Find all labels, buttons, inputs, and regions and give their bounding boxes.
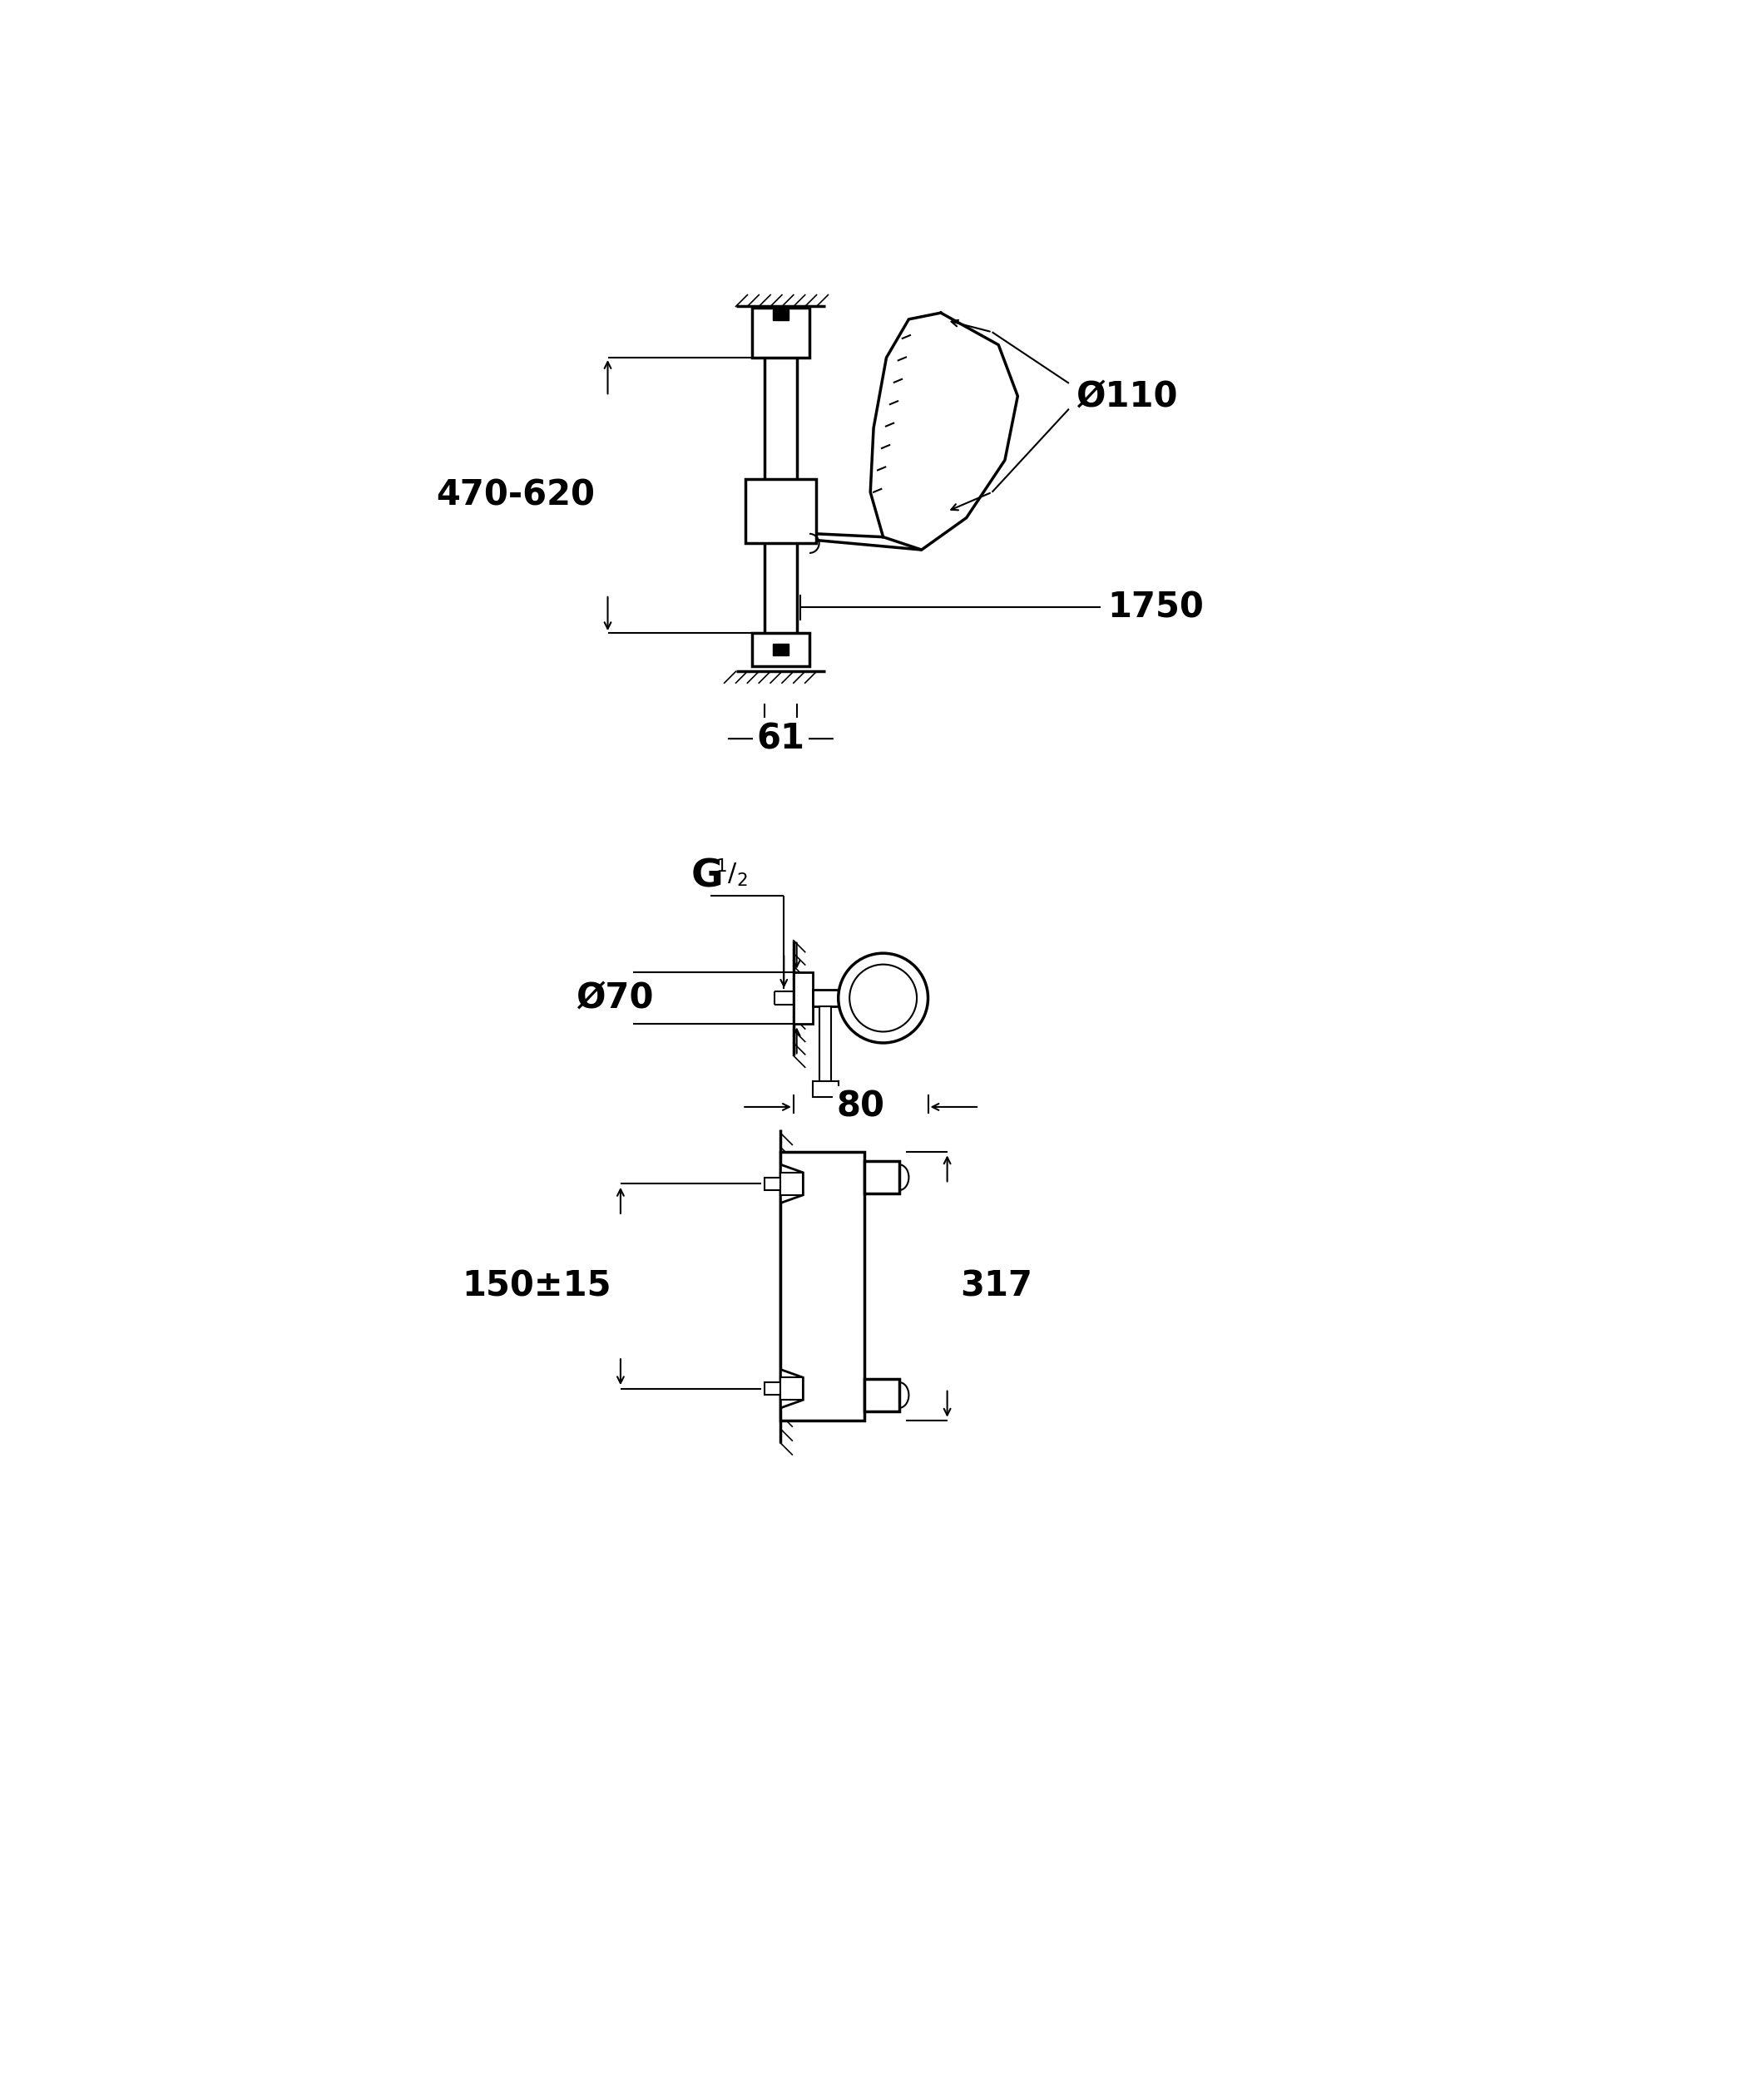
Bar <box>773 645 788 655</box>
Bar <box>781 1378 802 1401</box>
Bar <box>773 309 788 321</box>
Bar <box>745 479 816 544</box>
Text: Ø110: Ø110 <box>1076 378 1177 414</box>
Text: 470-620: 470-620 <box>436 479 596 512</box>
Text: Ø70: Ø70 <box>576 981 653 1016</box>
Text: $^1/_2$: $^1/_2$ <box>715 857 748 888</box>
Bar <box>813 989 837 1006</box>
Bar <box>781 1151 864 1422</box>
Polygon shape <box>781 1369 802 1407</box>
Bar <box>764 1178 781 1191</box>
Bar <box>752 632 809 666</box>
Bar <box>864 1161 899 1193</box>
Text: 317: 317 <box>960 1268 1032 1304</box>
Bar <box>820 1006 830 1082</box>
Circle shape <box>850 964 916 1031</box>
Text: 1750: 1750 <box>1107 590 1204 626</box>
Circle shape <box>837 953 929 1044</box>
Bar <box>794 972 813 1023</box>
Bar <box>813 1082 837 1098</box>
Text: G: G <box>690 859 724 895</box>
Text: 61: 61 <box>757 720 804 756</box>
Bar <box>752 309 809 357</box>
Polygon shape <box>781 1166 802 1203</box>
Bar <box>864 1380 899 1411</box>
Bar <box>764 1382 781 1394</box>
Bar <box>781 1172 802 1195</box>
Text: 150±15: 150±15 <box>461 1268 611 1304</box>
Text: 80: 80 <box>837 1090 885 1124</box>
